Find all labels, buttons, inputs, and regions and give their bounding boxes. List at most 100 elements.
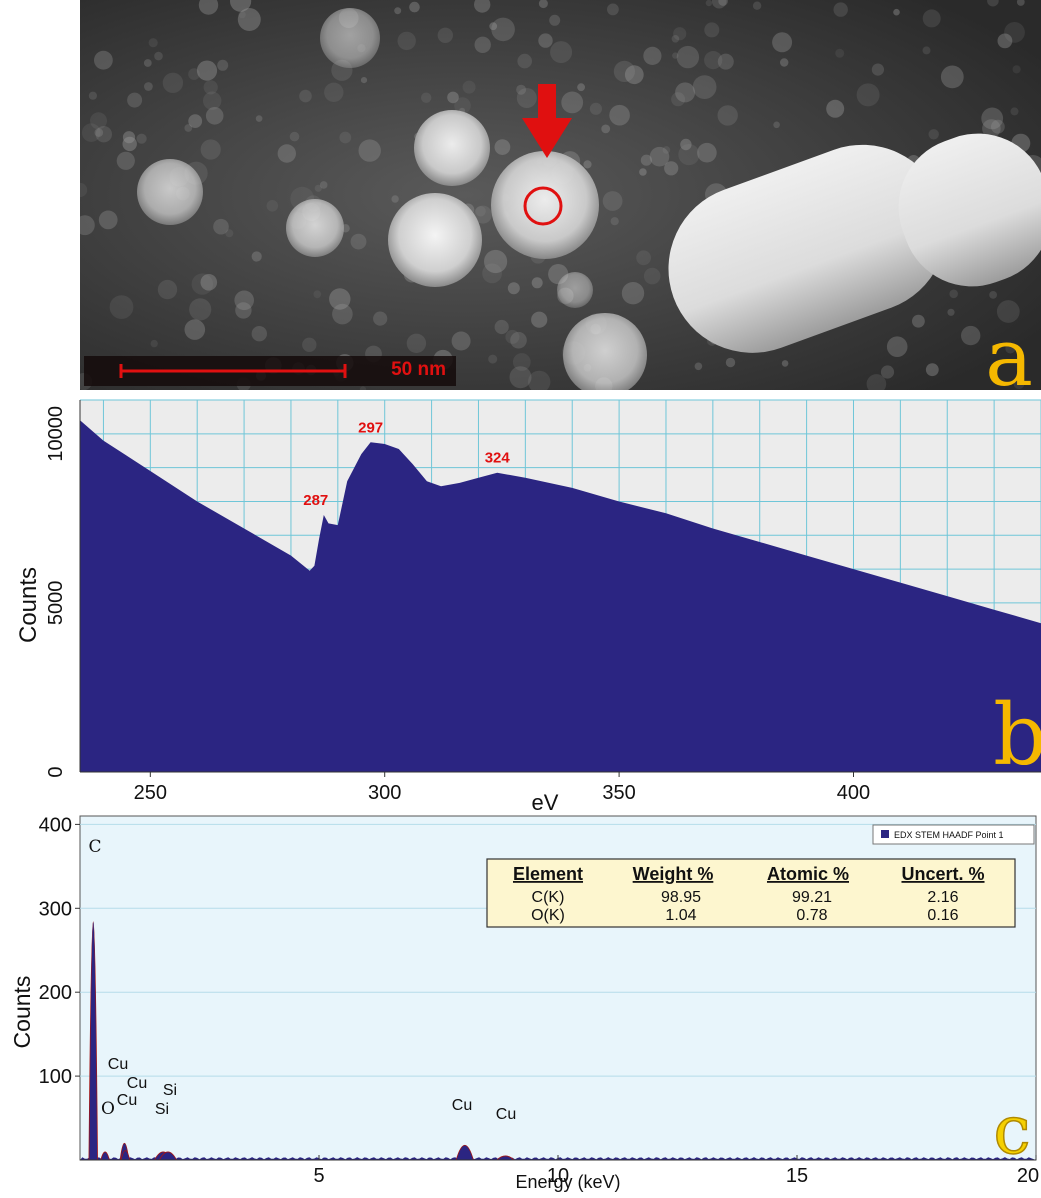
speckle [886, 336, 908, 358]
peak-label: Cu [496, 1106, 516, 1123]
table-cell: 99.21 [792, 889, 832, 906]
speckle [989, 291, 997, 299]
peak-label: Si [155, 1101, 169, 1118]
speckle [643, 46, 662, 65]
speckle [550, 41, 573, 64]
speckle [95, 126, 112, 143]
speckle [235, 302, 252, 319]
speckle [406, 333, 427, 353]
speckle [577, 83, 585, 92]
y-tick-label: 100 [39, 1066, 72, 1088]
spectrum-area [80, 420, 1041, 772]
y-tick-label: 400 [39, 814, 72, 836]
speckle [649, 146, 670, 167]
speckle [397, 31, 416, 51]
speckle [512, 353, 531, 371]
speckle [188, 68, 200, 80]
speckle [940, 65, 964, 89]
x-tick-label: 20 [1017, 1165, 1039, 1187]
eels-spectrum-chart: 250 300 350 400 0 5000 10000 eV Counts 287 297 324 b [0, 392, 1041, 815]
speckle [982, 119, 1001, 138]
table-cell: 0.16 [927, 907, 958, 924]
speckle [773, 121, 780, 129]
speckle [234, 290, 254, 311]
speckle [80, 182, 88, 198]
speckle [981, 107, 1004, 130]
panel-label-a: a [985, 311, 1033, 390]
speckle [601, 124, 611, 134]
speckle [473, 205, 492, 224]
table-cell: 2.16 [927, 889, 958, 906]
speckle [997, 33, 1013, 49]
speckle [1010, 107, 1019, 116]
speckle [122, 131, 136, 144]
speckle [109, 295, 134, 319]
speckle [925, 363, 939, 377]
speckle [80, 215, 95, 236]
speckle [217, 59, 229, 71]
speckle [203, 91, 222, 110]
speckle [360, 77, 368, 84]
speckle [148, 38, 158, 48]
spectrum-peak [88, 921, 98, 1161]
speckle [200, 274, 218, 291]
speckle [781, 360, 789, 367]
speckle [583, 160, 592, 169]
speckle [454, 97, 471, 114]
speckle [482, 263, 502, 284]
speckle [127, 92, 143, 108]
speckle [474, 0, 491, 13]
micrograph-panel: 50 nm a [80, 0, 1041, 390]
x-tick-label: 350 [602, 782, 635, 804]
panel-label-b: b [993, 686, 1041, 784]
analysis-point-marker [523, 186, 563, 226]
speckle [332, 303, 353, 325]
speckle [912, 314, 925, 328]
speckle [394, 7, 402, 15]
speckle [136, 133, 147, 144]
speckle [671, 92, 686, 107]
speckle [987, 0, 999, 7]
speckle [772, 32, 793, 53]
target-arrow-icon [522, 84, 572, 158]
speckle [610, 217, 619, 226]
peak-label: C [88, 837, 101, 857]
y-tick-label: 5000 [45, 581, 67, 626]
speckle [893, 8, 900, 16]
speckle [1004, 22, 1025, 43]
speckle [624, 65, 644, 85]
speckle [516, 88, 537, 108]
table-header: Element [513, 864, 583, 884]
speckle [313, 290, 322, 299]
peak-annotation: 287 [303, 492, 328, 509]
speckle [961, 325, 981, 346]
speckle [871, 63, 885, 76]
y-tick-label: 200 [39, 982, 72, 1004]
legend-swatch [881, 830, 889, 838]
speckle [509, 366, 532, 389]
speckle [150, 339, 158, 348]
x-tick-label: 5 [313, 1165, 324, 1187]
peak-annotation: 297 [358, 419, 383, 436]
speckle [350, 233, 367, 250]
peak-label: Cu [127, 1075, 147, 1092]
speckle [196, 60, 218, 81]
speckle [704, 51, 723, 70]
speckle [718, 0, 728, 6]
peak-label: Cu [117, 1092, 137, 1109]
y-tick-label: 300 [39, 898, 72, 920]
speckle [162, 72, 184, 94]
speckle [143, 59, 152, 67]
x-tick-label: 300 [368, 782, 401, 804]
speckle [94, 128, 104, 137]
scale-bar-label: 50 nm [391, 359, 446, 380]
peak-label: O [101, 1099, 115, 1119]
speckle [507, 282, 520, 295]
peak-annotation: 324 [485, 450, 511, 467]
speckle [866, 374, 887, 390]
speckle [639, 168, 647, 176]
speckle [484, 249, 508, 274]
speckle [251, 326, 267, 342]
speckle [752, 1, 762, 10]
edx-spectrum-chart: 5 10 15 20 100 200 300 400 Energy (keV) Counts C Cu… [0, 812, 1041, 1193]
